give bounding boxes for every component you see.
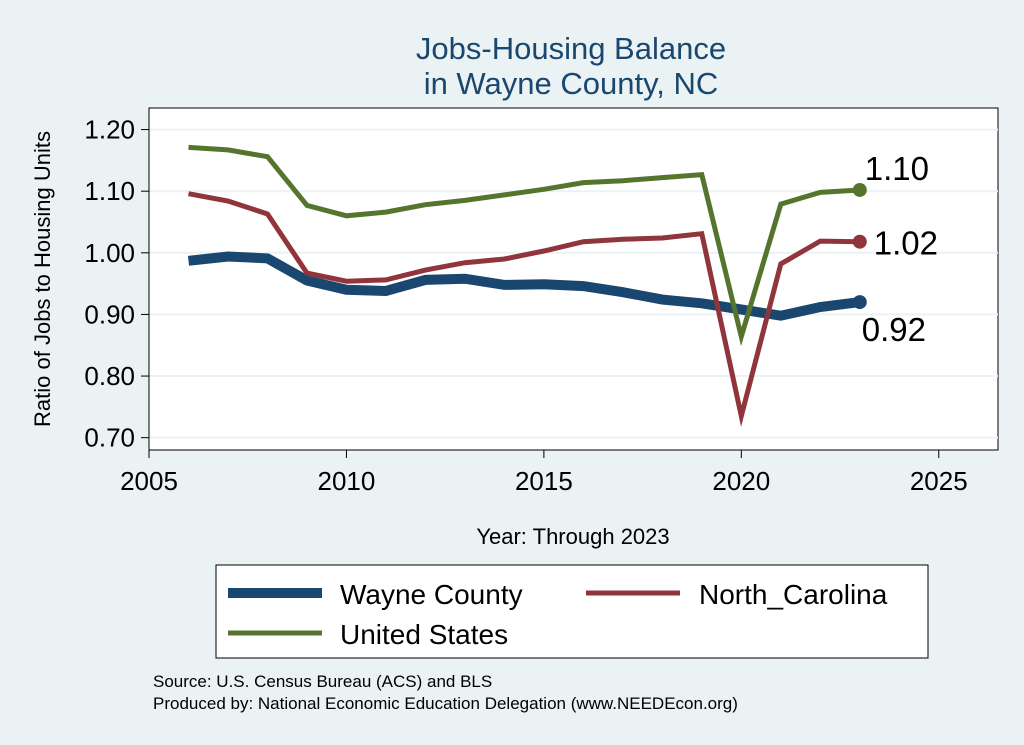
y-axis-title: Ratio of Jobs to Housing Units: [30, 131, 55, 427]
chart-title-line-1: Jobs-Housing Balance: [416, 31, 726, 66]
axes: 0.70 0.80 0.90 1.00 1.10 1.20 2005 2010 2015 2020…: [84, 108, 998, 496]
x-tick-label: 2005: [120, 466, 178, 496]
x-axis-title: Year: Through 2023: [476, 524, 669, 549]
end-label-wayne-county: 0.92: [862, 311, 926, 348]
end-point-north-carolina: [852, 234, 867, 249]
grid: [149, 128, 998, 439]
x-tick-label: 2015: [515, 466, 573, 496]
end-label-north-carolina: 1.02: [874, 225, 938, 262]
end-point-united-states: [852, 182, 867, 197]
legend: Wayne County North_Carolina United State…: [215, 564, 929, 659]
x-tick-label: 2025: [910, 466, 968, 496]
y-tick-label: 0.90: [84, 299, 135, 329]
end-markers: 0.92 1.02 1.10: [852, 150, 938, 348]
end-point-wayne-county: [852, 295, 867, 310]
legend-label-wayne-county: Wayne County: [340, 579, 523, 610]
legend-label-united-states: United States: [340, 619, 508, 650]
legend-box: [215, 564, 929, 659]
y-tick-label: 0.70: [84, 423, 135, 453]
legend-label-north-carolina: North_Carolina: [699, 579, 888, 610]
end-label-united-states: 1.10: [865, 150, 929, 187]
x-tick-label: 2020: [712, 466, 770, 496]
x-tick-label: 2010: [318, 466, 376, 496]
y-tick-label: 1.10: [84, 176, 135, 206]
y-tick-label: 0.80: [84, 361, 135, 391]
produced-by-note: Produced by: National Economic Education…: [153, 694, 738, 713]
y-tick-label: 1.00: [84, 238, 135, 268]
series-line-united-states: [188, 144, 860, 347]
plot-area: [148, 107, 999, 451]
y-tick-label: 1.20: [84, 115, 135, 145]
series-lines: [187, 144, 861, 427]
source-note: Source: U.S. Census Bureau (ACS) and BLS: [153, 672, 492, 691]
series-line-north-carolina: [188, 191, 860, 427]
chart-title-line-2: in Wayne County, NC: [424, 66, 719, 101]
